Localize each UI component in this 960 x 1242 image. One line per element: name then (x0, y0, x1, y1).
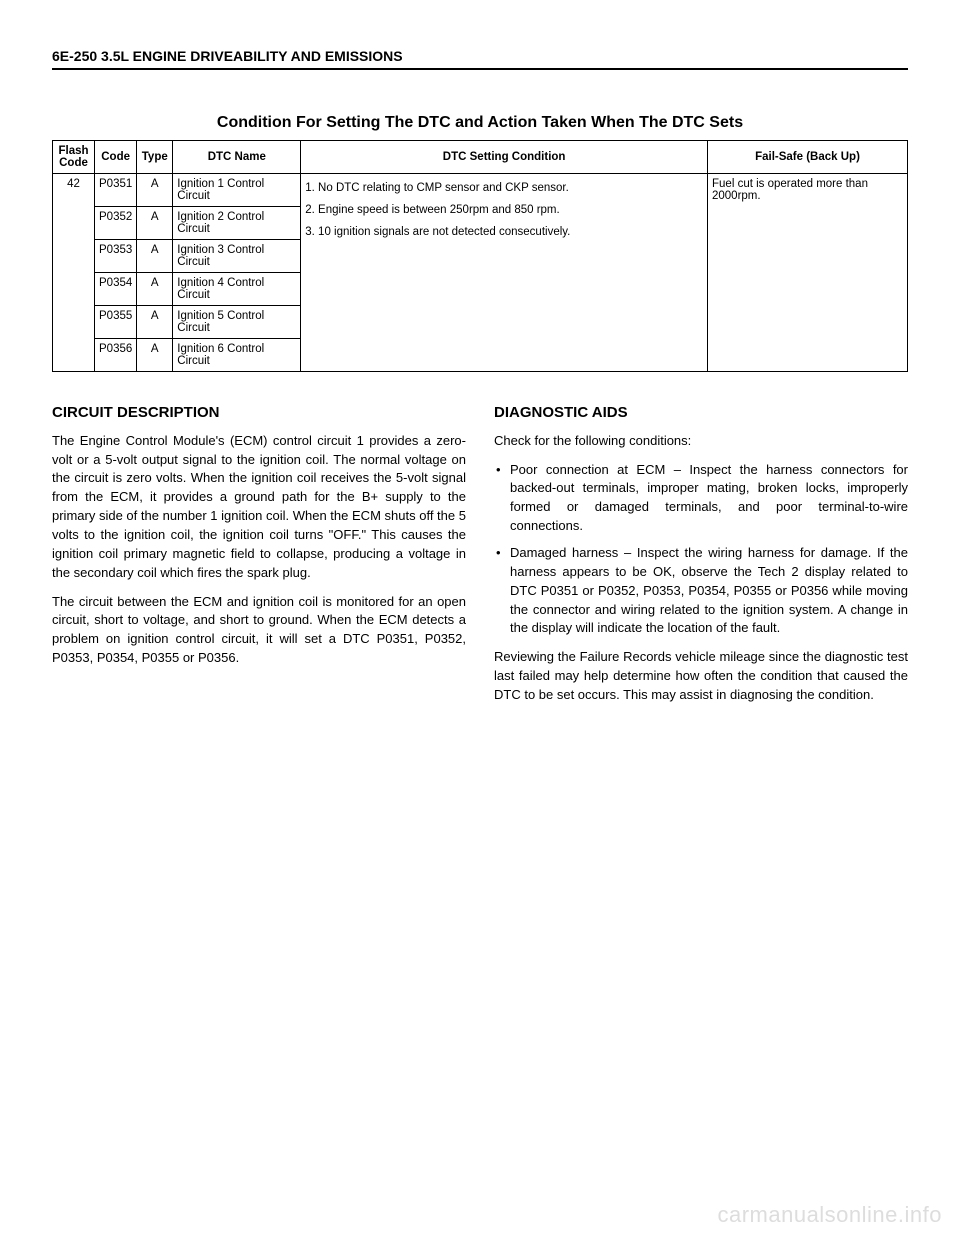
diagnostic-aids-p3: Reviewing the Failure Records vehicle mi… (494, 648, 908, 705)
cell-flash-code: 42 (53, 174, 95, 372)
cell-failsafe: Fuel cut is operated more than 2000rpm. (708, 174, 908, 372)
body-columns: CIRCUIT DESCRIPTION The Engine Control M… (52, 402, 908, 715)
cell-code: P0351 (95, 174, 137, 207)
diagnostic-aids-intro: Check for the following conditions: (494, 432, 908, 451)
condition-line: 2. Engine speed is between 250rpm and 85… (305, 200, 703, 222)
cell-code: P0353 (95, 240, 137, 273)
condition-line: 3. 10 ignition signals are not detected … (305, 222, 703, 244)
cell-name: Ignition 3 Control Circuit (173, 240, 301, 273)
cell-type: A (137, 273, 173, 306)
diagnostic-aids-list: Poor connection at ECM – Inspect the har… (494, 461, 908, 639)
table-title: Condition For Setting The DTC and Action… (52, 114, 908, 132)
th-flash: Flash Code (53, 141, 95, 174)
dtc-table: Flash Code Code Type DTC Name DTC Settin… (52, 140, 908, 372)
th-code: Code (95, 141, 137, 174)
cell-name: Ignition 1 Control Circuit (173, 174, 301, 207)
diagnostic-aids-heading: DIAGNOSTIC AIDS (494, 402, 908, 424)
th-type: Type (137, 141, 173, 174)
cell-name: Ignition 2 Control Circuit (173, 207, 301, 240)
cell-name: Ignition 6 Control Circuit (173, 339, 301, 372)
cell-type: A (137, 339, 173, 372)
circuit-description-p2: The circuit between the ECM and ignition… (52, 593, 466, 668)
cell-condition: 1. No DTC relating to CMP sensor and CKP… (301, 174, 708, 372)
cell-code: P0354 (95, 273, 137, 306)
list-item: Damaged harness – Inspect the wiring har… (494, 544, 908, 638)
cell-name: Ignition 4 Control Circuit (173, 273, 301, 306)
table-row: 42 P0351 A Ignition 1 Control Circuit 1.… (53, 174, 908, 207)
th-name: DTC Name (173, 141, 301, 174)
condition-line: 1. No DTC relating to CMP sensor and CKP… (305, 178, 703, 200)
watermark: carmanualsonline.info (717, 1202, 942, 1228)
list-item: Poor connection at ECM – Inspect the har… (494, 461, 908, 536)
left-column: CIRCUIT DESCRIPTION The Engine Control M… (52, 402, 466, 715)
th-condition: DTC Setting Condition (301, 141, 708, 174)
circuit-description-heading: CIRCUIT DESCRIPTION (52, 402, 466, 424)
right-column: DIAGNOSTIC AIDS Check for the following … (494, 402, 908, 715)
cell-code: P0356 (95, 339, 137, 372)
cell-name: Ignition 5 Control Circuit (173, 306, 301, 339)
table-header-row: Flash Code Code Type DTC Name DTC Settin… (53, 141, 908, 174)
circuit-description-p1: The Engine Control Module's (ECM) contro… (52, 432, 466, 583)
th-failsafe: Fail-Safe (Back Up) (708, 141, 908, 174)
cell-type: A (137, 207, 173, 240)
cell-type: A (137, 306, 173, 339)
cell-code: P0355 (95, 306, 137, 339)
cell-type: A (137, 174, 173, 207)
page-header: 6E-250 3.5L ENGINE DRIVEABILITY AND EMIS… (52, 48, 908, 70)
cell-code: P0352 (95, 207, 137, 240)
cell-type: A (137, 240, 173, 273)
